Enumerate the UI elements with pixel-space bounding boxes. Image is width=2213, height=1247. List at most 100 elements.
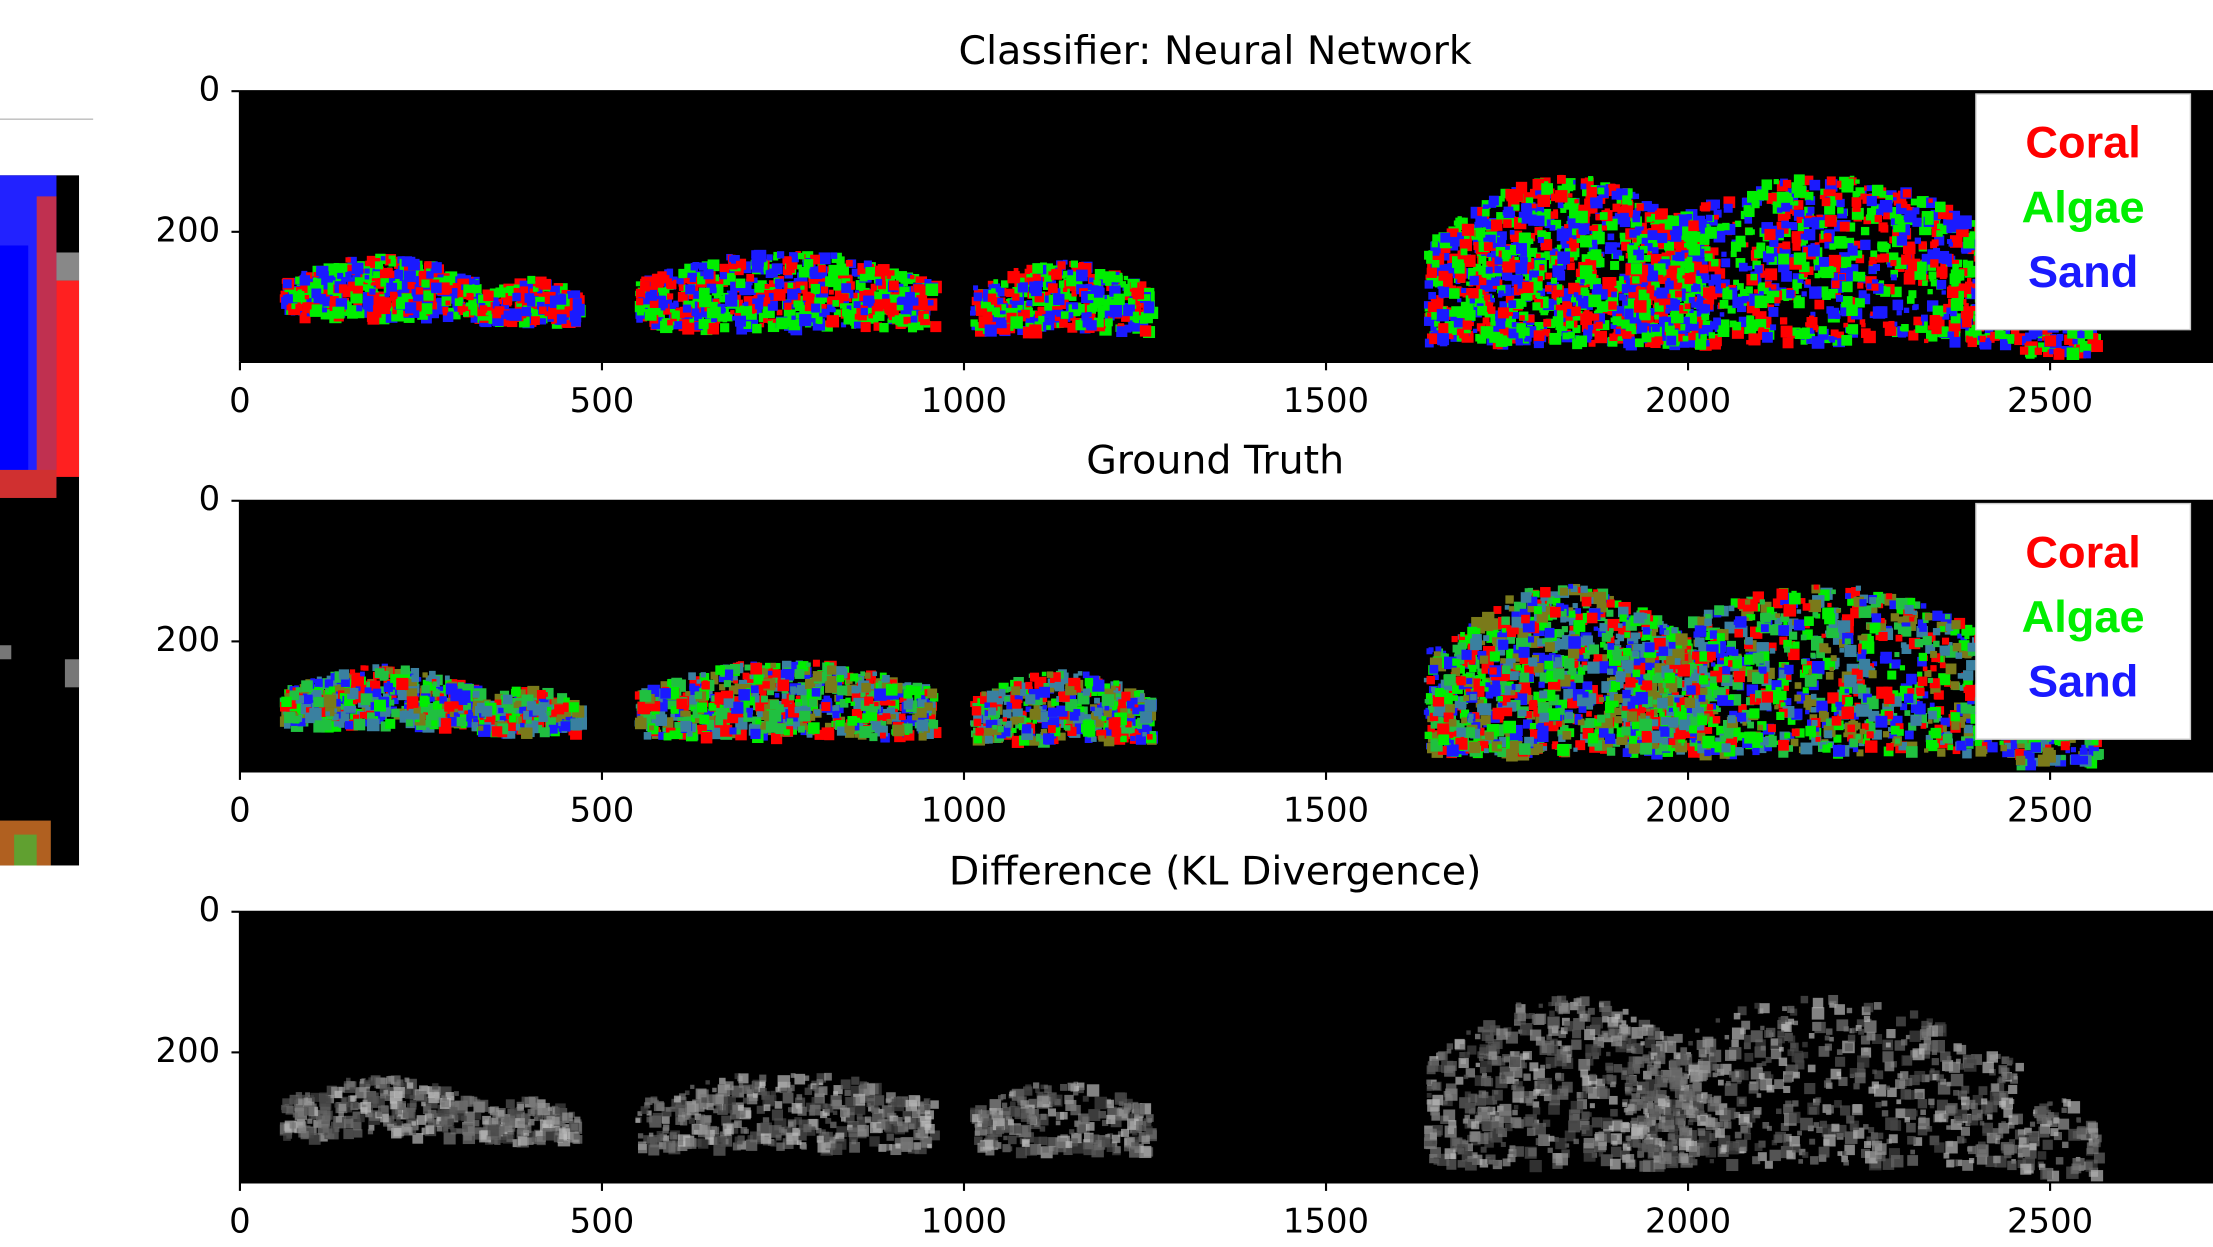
image-pixel [1695, 339, 1706, 350]
image-pixel [1552, 265, 1564, 277]
image-pixel [283, 279, 292, 288]
image-pixel [1067, 270, 1073, 276]
image-pixel [1765, 281, 1771, 287]
image-pixel [1428, 292, 1436, 300]
image-pixel [472, 284, 481, 293]
image-pixel [442, 307, 448, 313]
image-pixel [300, 275, 310, 285]
image-pixel [1473, 329, 1477, 333]
image-pixel [446, 683, 457, 694]
image-pixel [281, 697, 291, 707]
image-pixel [1967, 294, 1972, 299]
image-pixel [1720, 312, 1725, 317]
image-pixel [1484, 242, 1493, 251]
image-pixel [1829, 336, 1834, 341]
image-pixel [1665, 281, 1674, 289]
image-pixel [720, 323, 729, 332]
image-pixel [1550, 225, 1556, 231]
image-pixel [1930, 259, 1938, 267]
image-pixel [1619, 294, 1626, 301]
image-pixel [1433, 249, 1440, 256]
image-pixel [699, 319, 709, 329]
image-pixel [1020, 278, 1024, 282]
image-pixel [1519, 315, 1524, 320]
image-pixel [764, 297, 771, 304]
legend-entry: Sand [2028, 246, 2138, 297]
image-pixel [1941, 254, 1951, 264]
image-pixel [1814, 300, 1824, 310]
image-pixel [736, 279, 746, 288]
image-pixel [751, 250, 759, 258]
image-pixel [859, 286, 864, 291]
image-pixel [1017, 305, 1022, 310]
image-pixel [1778, 254, 1789, 265]
image-pixel [1839, 274, 1845, 280]
image-pixel [1449, 288, 1460, 299]
image-pixel [707, 323, 719, 335]
image-pixel [1557, 229, 1570, 241]
image-pixel [1437, 309, 1449, 321]
image-pixel [1470, 298, 1475, 303]
image-pixel [1592, 314, 1599, 321]
image-pixel [339, 722, 345, 728]
y-tick-label: 200 [156, 210, 221, 249]
image-pixel [557, 314, 567, 324]
image-pixel [811, 304, 820, 313]
image-pixel [1513, 205, 1519, 211]
image-pixel [1893, 300, 1904, 311]
image-pixel [1828, 308, 1839, 319]
image-pixel [405, 302, 416, 313]
image-pixel [1484, 294, 1490, 300]
image-pixel [473, 691, 480, 698]
image-pixel [1855, 298, 1865, 308]
image-pixel [2077, 331, 2084, 338]
image-pixel [1522, 215, 1530, 223]
image-pixel [1491, 219, 1502, 230]
image-pixel [1509, 312, 1513, 316]
image-pixel [1815, 337, 1820, 342]
image-pixel [332, 307, 344, 319]
image-pixel [1498, 237, 1507, 246]
image-pixel [1483, 317, 1490, 324]
image-pixel [1146, 316, 1153, 323]
image-pixel [1890, 260, 1896, 266]
image-pixel [1059, 319, 1068, 328]
image-pixel [1543, 319, 1551, 327]
image-pixel [1901, 324, 1909, 332]
image-pixel [1532, 302, 1540, 310]
image-pixel [345, 257, 350, 262]
image-pixel [1700, 265, 1709, 274]
image-pixel [1806, 338, 1812, 343]
image-pixel [416, 287, 423, 294]
image-pixel [889, 281, 899, 291]
image-pixel [396, 678, 408, 690]
image-pixel [492, 726, 503, 737]
image-pixel [360, 712, 367, 719]
image-pixel [1095, 276, 1100, 281]
image-pixel [1689, 297, 1695, 303]
image-pixel [1508, 300, 1516, 308]
image-pixel [725, 294, 737, 306]
image-pixel [1917, 262, 1927, 272]
image-pixel [304, 695, 312, 703]
image-pixel [1654, 336, 1662, 344]
image-pixel [1140, 325, 1151, 336]
image-pixel [1454, 220, 1459, 225]
x-tick-label: 0 [229, 381, 251, 420]
image-pixel [1666, 336, 1676, 346]
image-pixel [1722, 290, 1732, 300]
image-pixel [2057, 334, 2064, 341]
image-pixel [322, 307, 327, 312]
image-pixel [1654, 315, 1659, 320]
image-pixel [1947, 287, 1958, 298]
x-tick-label: 2000 [1645, 381, 1731, 420]
image-pixel [1835, 193, 1842, 200]
image-pixel [1580, 235, 1592, 247]
image-pixel [493, 297, 498, 302]
image-pixel [353, 700, 357, 704]
image-pixel [2067, 347, 2080, 360]
image-pixel [1837, 207, 1843, 213]
image-pixel [787, 289, 798, 300]
image-pixel [1071, 291, 1076, 296]
image-pixel [1001, 280, 1008, 287]
